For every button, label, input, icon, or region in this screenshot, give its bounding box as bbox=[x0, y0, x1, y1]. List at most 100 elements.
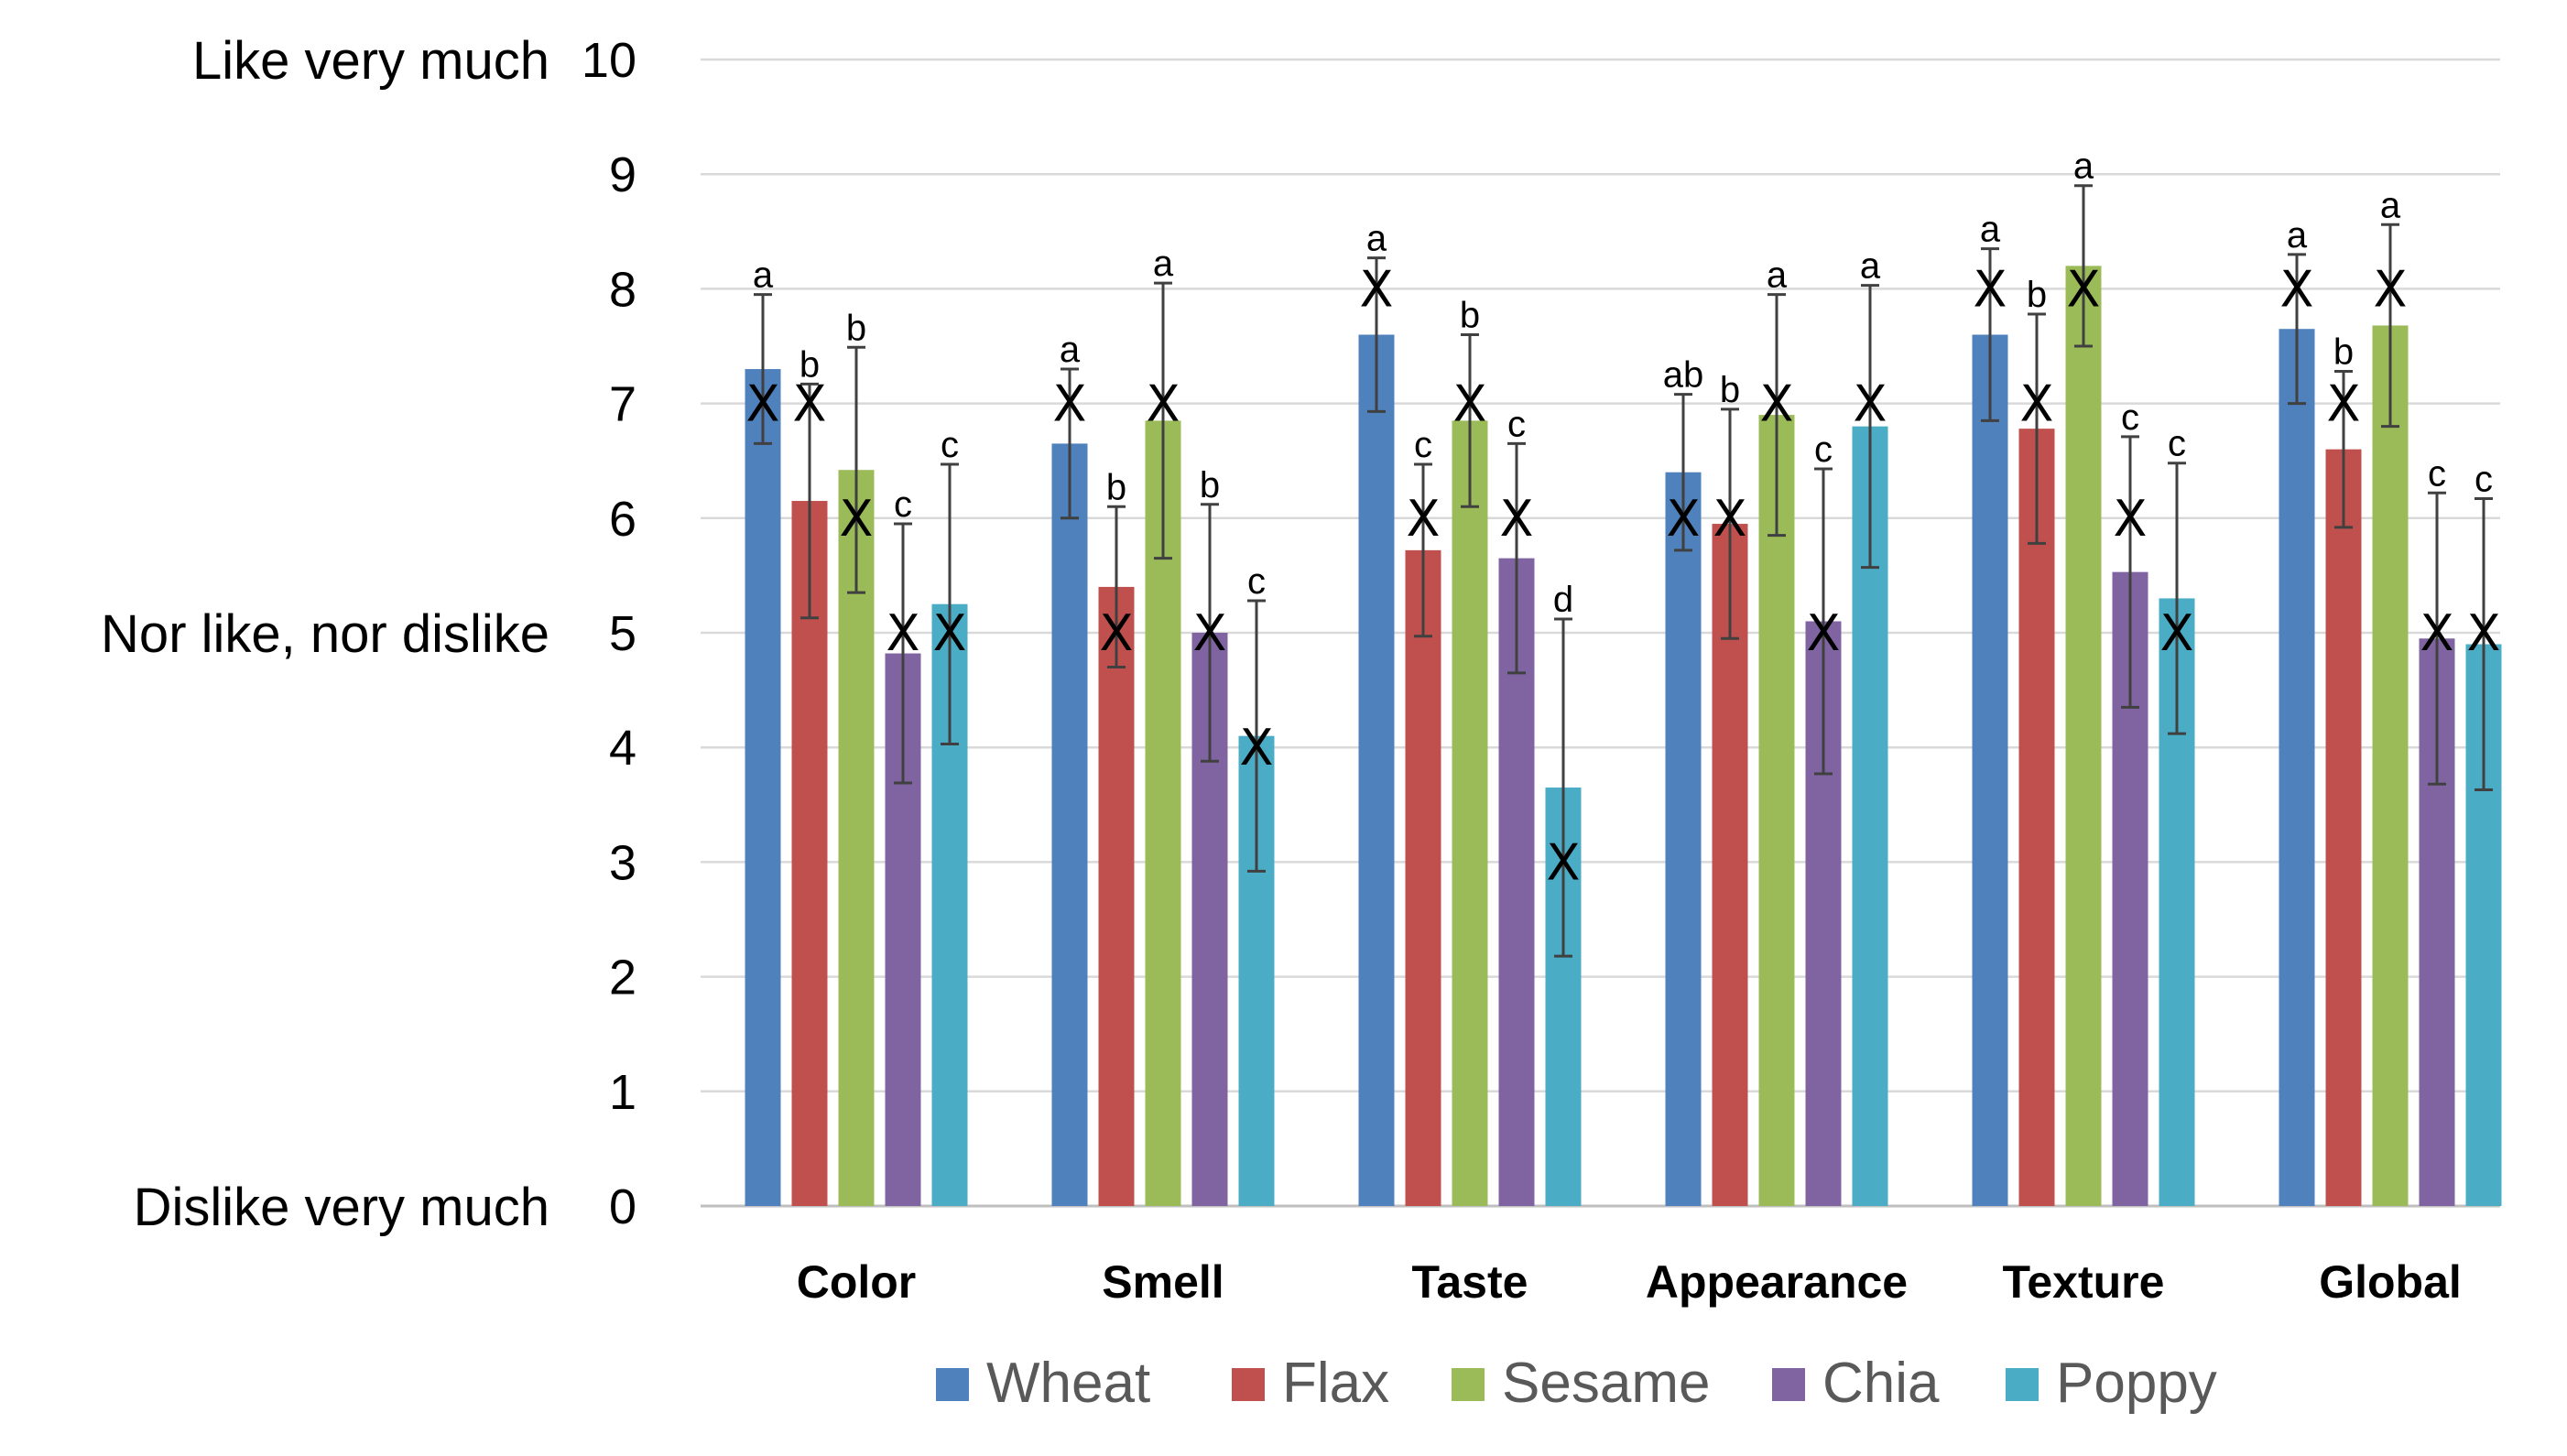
y-tick-label-8: 8 bbox=[609, 262, 636, 317]
bar-flax-texture bbox=[2018, 429, 2055, 1206]
significance-letter-flax-texture: b bbox=[2027, 275, 2047, 315]
median-marker-sesame-color: X bbox=[840, 490, 874, 548]
bar-wheat-global bbox=[2279, 329, 2315, 1207]
significance-letter-chia-smell: b bbox=[1200, 465, 1220, 505]
significance-letter-flax-appearance: b bbox=[1720, 370, 1740, 410]
significance-letter-wheat-taste: a bbox=[1366, 219, 1387, 259]
bar-flax-global bbox=[2325, 449, 2362, 1206]
y-tick-label-6: 6 bbox=[609, 492, 636, 547]
median-marker-poppy-global: X bbox=[2467, 604, 2501, 662]
x-category-label-appearance: Appearance bbox=[1646, 1256, 1908, 1308]
error-bars bbox=[754, 184, 2493, 958]
bars bbox=[745, 266, 2502, 1207]
bar-sesame-appearance bbox=[1758, 415, 1795, 1206]
median-marker-sesame-taste: X bbox=[1453, 375, 1487, 433]
median-marker-chia-color: X bbox=[886, 604, 920, 662]
median-marker-flax-texture: X bbox=[2020, 375, 2054, 433]
significance-letter-poppy-taste: d bbox=[1553, 580, 1573, 620]
bar-wheat-color bbox=[745, 369, 781, 1206]
significance-letter-chia-appearance: c bbox=[1814, 429, 1833, 470]
bar-wheat-appearance bbox=[1665, 472, 1702, 1206]
gridlines bbox=[701, 58, 2500, 1208]
x-category-label-smell: Smell bbox=[1102, 1256, 1224, 1308]
significance-letter-chia-texture: c bbox=[2121, 397, 2139, 438]
significance-letter-chia-color: c bbox=[894, 484, 912, 525]
median-marker-poppy-appearance: X bbox=[1854, 375, 1887, 433]
significance-letter-sesame-texture: a bbox=[2073, 147, 2094, 187]
bar-wheat-smell bbox=[1051, 443, 1088, 1206]
x-category-label-texture: Texture bbox=[2003, 1256, 2165, 1308]
x-category-label-color: Color bbox=[797, 1256, 917, 1308]
median-marker-chia-smell: X bbox=[1193, 604, 1227, 662]
significance-letter-flax-smell: b bbox=[1106, 467, 1126, 507]
median-marker-flax-color: X bbox=[793, 375, 827, 433]
y-tick-label-10: 10 bbox=[582, 33, 636, 88]
significance-letter-poppy-color: c bbox=[941, 425, 959, 465]
median-marker-poppy-taste: X bbox=[1547, 833, 1581, 891]
significance-letter-flax-global: b bbox=[2333, 332, 2354, 373]
significance-letter-poppy-global: c bbox=[2475, 460, 2493, 500]
significance-letter-chia-global: c bbox=[2428, 453, 2446, 494]
median-marker-sesame-global: X bbox=[2374, 260, 2408, 318]
y-tick-label-0: 0 bbox=[609, 1179, 636, 1234]
median-marker-flax-smell: X bbox=[1100, 604, 1134, 662]
median-marker-chia-texture: X bbox=[2114, 490, 2148, 548]
median-marker-wheat-color: X bbox=[746, 375, 780, 433]
median-marker-wheat-global: X bbox=[2280, 260, 2314, 318]
bar-sesame-global bbox=[2372, 325, 2409, 1206]
median-marker-sesame-texture: X bbox=[2067, 260, 2101, 318]
legend-label-poppy: Poppy bbox=[2056, 1352, 2217, 1415]
bar-sesame-taste bbox=[1452, 420, 1488, 1206]
significance-letter-poppy-smell: c bbox=[1247, 561, 1266, 602]
axis-labels: 0 1 2 3 4 5 6 7 8 9 10 Like very much Nor like, nor … bbox=[101, 31, 2462, 1308]
median-marker-poppy-color: X bbox=[933, 604, 967, 662]
significance-letter-poppy-texture: c bbox=[2168, 424, 2186, 464]
y-tick-label-7: 7 bbox=[609, 377, 636, 432]
significance-letter-poppy-appearance: a bbox=[1860, 246, 1881, 287]
median-marker-wheat-texture: X bbox=[1974, 260, 2007, 318]
median-marker-chia-global: X bbox=[2420, 604, 2454, 662]
significance-letter-wheat-appearance: ab bbox=[1663, 355, 1704, 396]
legend-swatch-chia bbox=[1772, 1368, 1805, 1401]
y-tick-label-5: 5 bbox=[609, 606, 636, 661]
legend: Wheat Flax Sesame Chia Poppy bbox=[936, 1352, 2217, 1415]
scale-label-5: Nor like, nor dislike bbox=[101, 604, 549, 664]
median-marker-poppy-smell: X bbox=[1240, 719, 1274, 777]
y-tick-label-9: 9 bbox=[609, 147, 636, 202]
y-tick-label-1: 1 bbox=[609, 1065, 636, 1120]
scale-label-0: Dislike very much bbox=[134, 1178, 549, 1237]
bar-flax-smell bbox=[1098, 586, 1135, 1206]
bar-wheat-taste bbox=[1358, 334, 1395, 1207]
legend-swatch-wheat bbox=[936, 1368, 969, 1401]
legend-swatch-poppy bbox=[2006, 1368, 2039, 1401]
median-marker-poppy-texture: X bbox=[2160, 604, 2194, 662]
median-marker-flax-appearance: X bbox=[1713, 490, 1747, 548]
significance-letter-flax-color: b bbox=[799, 344, 820, 385]
significance-letter-flax-taste: c bbox=[1414, 425, 1432, 465]
x-category-label-global: Global bbox=[2319, 1256, 2462, 1308]
median-marker-flax-taste: X bbox=[1407, 490, 1441, 548]
median-marker-wheat-smell: X bbox=[1053, 375, 1087, 433]
y-tick-label-3: 3 bbox=[609, 835, 636, 890]
legend-swatch-sesame bbox=[1452, 1368, 1485, 1401]
bar-wheat-texture bbox=[1972, 334, 2008, 1207]
legend-label-flax: Flax bbox=[1282, 1352, 1389, 1415]
y-tick-label-2: 2 bbox=[609, 951, 636, 1005]
significance-letter-chia-taste: c bbox=[1507, 404, 1526, 444]
legend-label-sesame: Sesame bbox=[1502, 1352, 1710, 1415]
significance-letter-wheat-texture: a bbox=[1980, 210, 2001, 250]
legend-label-chia: Chia bbox=[1822, 1352, 1940, 1415]
significance-letter-sesame-smell: a bbox=[1153, 244, 1174, 284]
bar-flax-taste bbox=[1405, 549, 1441, 1206]
legend-label-wheat: Wheat bbox=[986, 1352, 1150, 1415]
median-marker-sesame-smell: X bbox=[1147, 375, 1180, 433]
median-marker-chia-appearance: X bbox=[1807, 604, 1841, 662]
median-marker-flax-global: X bbox=[2327, 375, 2361, 433]
median-marker-sesame-appearance: X bbox=[1760, 375, 1794, 433]
x-category-label-taste: Taste bbox=[1412, 1256, 1528, 1308]
significance-letter-sesame-color: b bbox=[846, 308, 866, 348]
